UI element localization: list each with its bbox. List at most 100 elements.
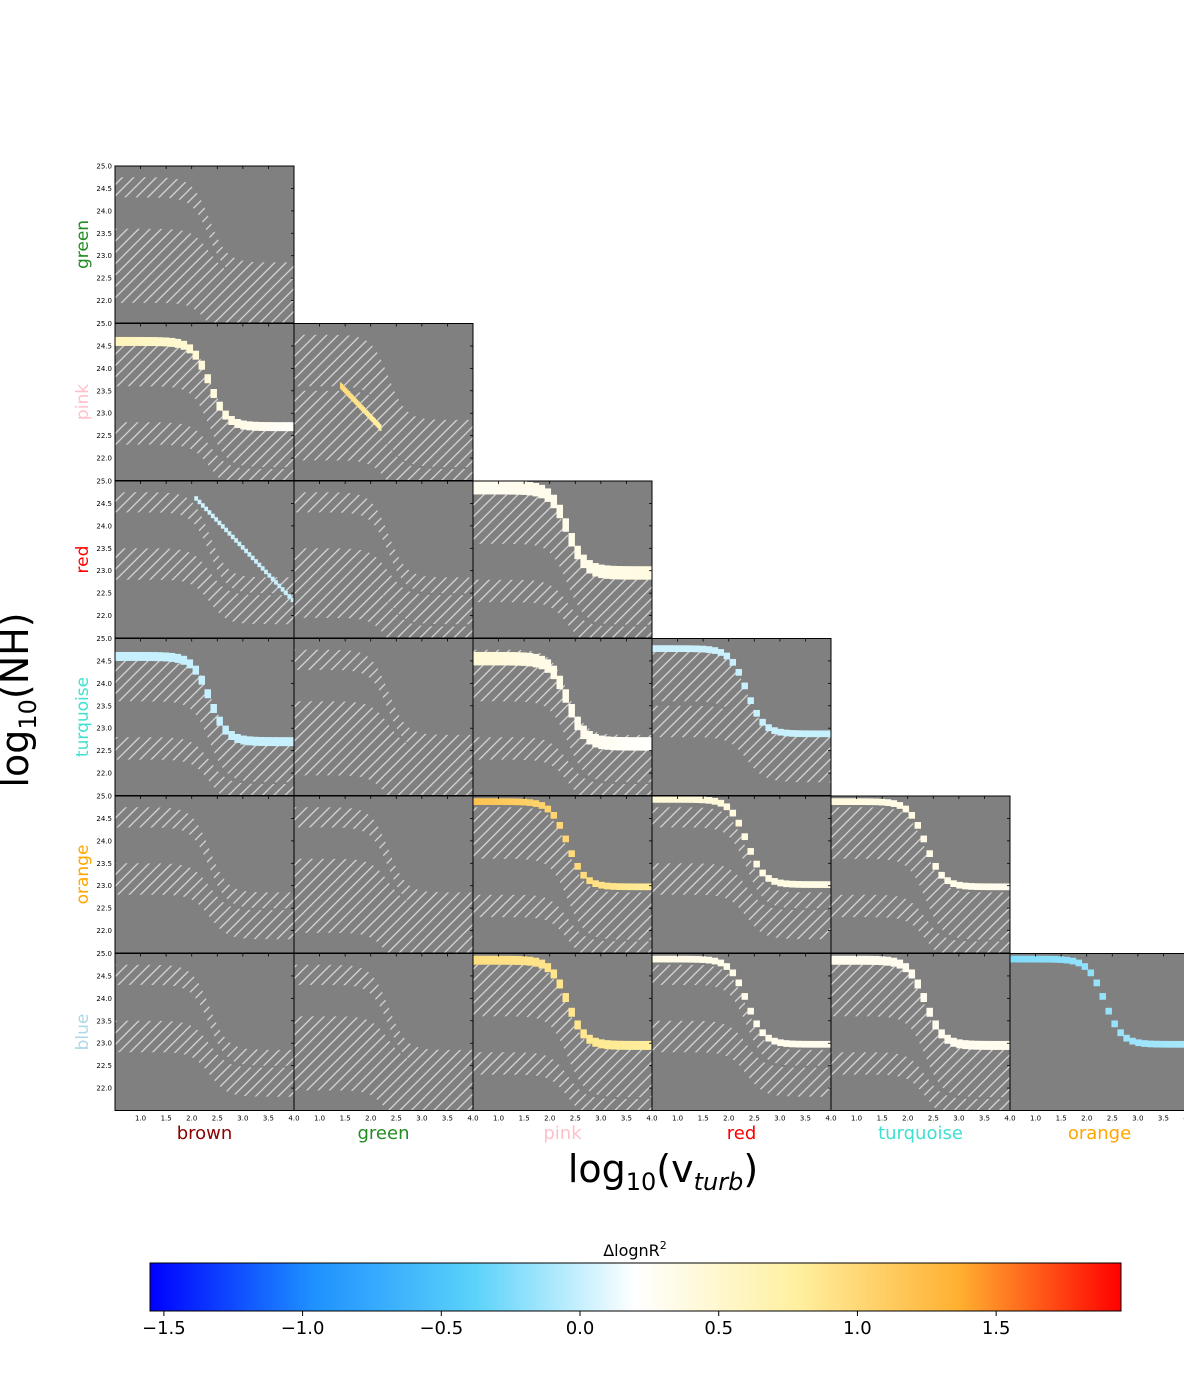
y-tick-label: 22.5 bbox=[96, 905, 112, 913]
panel-content bbox=[831, 955, 1010, 1111]
delta-fill-segment bbox=[1105, 1007, 1112, 1015]
delta-fill-segment bbox=[288, 737, 294, 747]
delta-fill-segment bbox=[156, 652, 164, 662]
delta-fill-segment bbox=[753, 860, 760, 868]
delta-fill-segment bbox=[831, 955, 838, 965]
delta-fill-segment bbox=[634, 737, 641, 751]
delta-fill-segment bbox=[228, 731, 235, 740]
hatched-region bbox=[652, 964, 831, 1066]
delta-fill-segment bbox=[854, 798, 862, 806]
x-tick-label: 2.5 bbox=[1107, 1115, 1118, 1123]
delta-fill-segment bbox=[986, 883, 993, 891]
delta-fill-segment bbox=[341, 383, 344, 391]
col-label-turquoise: turquoise bbox=[878, 1123, 963, 1144]
delta-fill-segment bbox=[1027, 955, 1035, 963]
delta-fill-segment bbox=[652, 645, 659, 652]
y-tick-label: 23.5 bbox=[96, 230, 112, 238]
hatched-region bbox=[294, 334, 473, 468]
delta-fill-segment bbox=[138, 336, 146, 346]
panel-content bbox=[115, 807, 294, 940]
delta-fill-segment bbox=[556, 504, 563, 519]
hatched-region bbox=[115, 807, 294, 909]
delta-fill-segment bbox=[574, 545, 581, 560]
hatched-region bbox=[115, 1020, 294, 1097]
y-tick-label: 22.5 bbox=[96, 747, 112, 755]
delta-fill-segment bbox=[693, 796, 701, 803]
panel-5-3: 1.0 1.5 2.0 2.5 3.0 3.5 4.0 bbox=[651, 953, 837, 1123]
delta-fill-segment bbox=[836, 798, 844, 805]
delta-fill-segment bbox=[1033, 955, 1041, 963]
delta-fill-segment bbox=[376, 421, 379, 429]
x-tick-label: 1.5 bbox=[161, 1115, 172, 1123]
delta-fill-segment bbox=[258, 736, 265, 746]
hatched-region bbox=[294, 649, 473, 751]
delta-fill-segment bbox=[267, 573, 272, 578]
hatched-region bbox=[294, 858, 473, 940]
delta-fill-segment bbox=[801, 881, 808, 888]
delta-fill-segment bbox=[753, 709, 760, 717]
delta-fill-segment bbox=[120, 651, 128, 661]
x-tick-label: 2.0 bbox=[902, 1115, 913, 1123]
delta-fill-segment bbox=[1141, 1040, 1148, 1047]
delta-fill-segment bbox=[628, 1040, 635, 1050]
delta-fill-segment bbox=[544, 805, 552, 813]
delta-fill-segment bbox=[866, 798, 874, 806]
delta-fill-segment bbox=[550, 811, 558, 819]
delta-fill-segment bbox=[616, 566, 623, 580]
delta-fill-segment bbox=[473, 481, 480, 495]
delta-fill-segment bbox=[705, 646, 713, 653]
panel-content bbox=[294, 807, 473, 953]
delta-fill-segment bbox=[538, 959, 546, 969]
delta-fill-segment bbox=[1081, 963, 1089, 970]
delta-fill-segment bbox=[622, 737, 629, 751]
y-tick-label: 23.0 bbox=[96, 1040, 112, 1048]
panel-4-3 bbox=[651, 795, 832, 954]
delta-fill-segment bbox=[363, 406, 366, 414]
delta-fill-segment bbox=[115, 336, 122, 346]
delta-fill-segment bbox=[646, 566, 652, 580]
delta-fill-segment bbox=[490, 798, 498, 805]
delta-fill-segment bbox=[270, 576, 275, 582]
delta-fill-segment bbox=[944, 1034, 951, 1044]
delta-fill-segment bbox=[842, 955, 850, 965]
delta-fill-segment bbox=[622, 883, 629, 891]
delta-fill-segment bbox=[777, 728, 784, 736]
x-tick-label: 2.5 bbox=[212, 1115, 223, 1123]
y-tick-label: 24.5 bbox=[96, 500, 112, 508]
x-tick-label: 1.0 bbox=[672, 1115, 683, 1123]
x-tick-label: 4.0 bbox=[467, 1115, 478, 1123]
delta-fill-segment bbox=[514, 955, 522, 965]
delta-fill-segment bbox=[240, 545, 245, 550]
delta-fill-segment bbox=[162, 652, 170, 662]
y-tick-label: 25.0 bbox=[96, 320, 112, 328]
panel-content bbox=[473, 649, 652, 796]
delta-fill-segment bbox=[586, 560, 593, 574]
panel-3-3 bbox=[651, 638, 832, 796]
delta-fill-segment bbox=[872, 798, 880, 806]
delta-fill-segment bbox=[956, 1039, 963, 1049]
delta-fill-segment bbox=[1093, 979, 1100, 987]
delta-fill-segment bbox=[568, 1007, 575, 1017]
delta-fill-segment bbox=[1147, 1040, 1154, 1048]
delta-fill-segment bbox=[1159, 1040, 1166, 1048]
panel-3-0: 22.0 22.5 23.0 23.5 24.0 24.5 25.0 bbox=[96, 635, 295, 796]
colorbar-tick-label: 1.0 bbox=[843, 1318, 872, 1339]
panel-content bbox=[652, 796, 831, 940]
panel-4-1 bbox=[293, 795, 474, 954]
delta-fill-segment bbox=[260, 566, 265, 571]
delta-fill-segment bbox=[735, 979, 742, 987]
row-label-orange: orange bbox=[73, 845, 93, 905]
delta-fill-segment bbox=[210, 389, 217, 398]
delta-fill-segment bbox=[126, 651, 134, 661]
delta-fill-segment bbox=[1010, 955, 1017, 963]
delta-fill-segment bbox=[604, 1040, 611, 1050]
delta-fill-segment bbox=[284, 590, 288, 596]
delta-fill-segment bbox=[657, 955, 665, 963]
delta-fill-segment bbox=[264, 569, 268, 575]
hatched-region bbox=[473, 1052, 652, 1111]
delta-fill-segment bbox=[986, 1040, 993, 1050]
delta-fill-segment bbox=[532, 653, 540, 668]
y-tick-label: 23.0 bbox=[96, 410, 112, 418]
delta-fill-segment bbox=[622, 566, 629, 580]
delta-fill-segment bbox=[365, 409, 368, 417]
